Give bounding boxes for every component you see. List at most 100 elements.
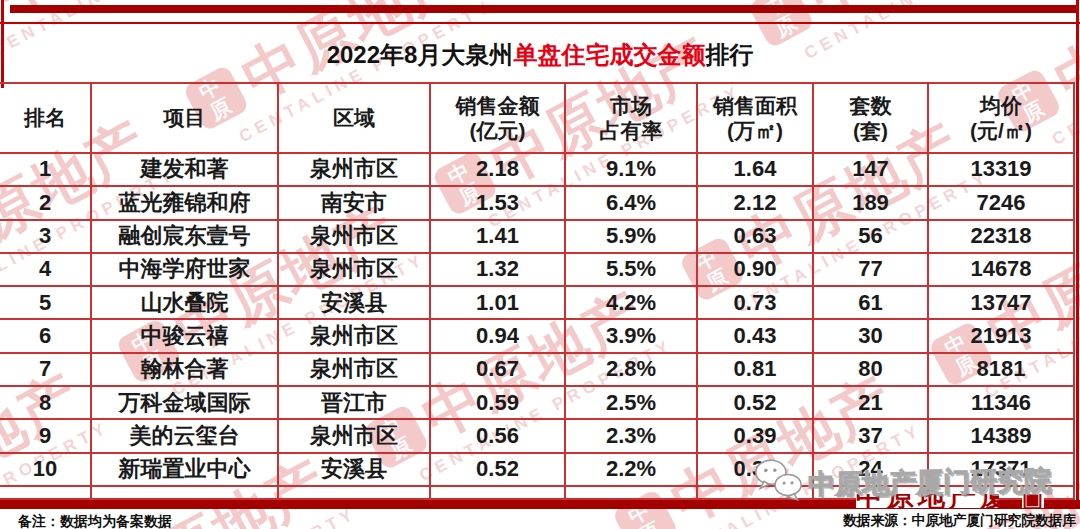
region-cell: 泉州市区 xyxy=(279,420,431,453)
rank-cell: 1 xyxy=(0,154,92,187)
title-highlight: 单盘住宅成交金额 xyxy=(513,41,705,68)
sales_amount-cell: 0.52 xyxy=(431,454,566,487)
sales_amount-cell: 0.56 xyxy=(431,420,566,453)
column-header-avg_price: 均价 (元/㎡) xyxy=(929,84,1075,154)
column-header-sales_area: 销售面积 (万㎡) xyxy=(698,84,814,154)
avg_price-cell: 7246 xyxy=(929,187,1075,220)
market_share-cell: 3.9% xyxy=(566,320,698,353)
avg_price-cell: 13747 xyxy=(929,287,1075,320)
region-cell: 晋江市 xyxy=(279,387,431,420)
sales_area-cell: 0.81 xyxy=(698,354,814,387)
market_share-cell: 2.8% xyxy=(566,354,698,387)
units-cell: 147 xyxy=(814,154,929,187)
project-cell: 翰林合著 xyxy=(92,354,279,387)
region-cell: 南安市 xyxy=(279,187,431,220)
avg_price-cell: 8181 xyxy=(929,354,1075,387)
market_share-cell: 2.3% xyxy=(566,420,698,453)
project-cell: 山水叠院 xyxy=(92,287,279,320)
units-cell: 21 xyxy=(814,387,929,420)
wechat-watermark: 中原地产厦门研究院 xyxy=(750,452,1052,503)
ranking-table: 排名项目区域销售金额 (亿元)市场 占有率销售面积 (万㎡)套数 (套)均价 (… xyxy=(0,82,1075,500)
rank-cell: 9 xyxy=(0,420,92,453)
project-cell: 融创宸东壹号 xyxy=(92,221,279,254)
project-cell: 建发和著 xyxy=(92,154,279,187)
project-cell: 中骏云禧 xyxy=(92,320,279,353)
sales_amount-cell: 1.01 xyxy=(431,287,566,320)
units-cell: 189 xyxy=(814,187,929,220)
top-red-bar xyxy=(10,5,1078,13)
sales_area-cell: 0.63 xyxy=(698,221,814,254)
units-cell: 77 xyxy=(814,254,929,287)
units-cell: 30 xyxy=(814,320,929,353)
empty-cell xyxy=(279,487,431,500)
sales_amount-cell: 1.41 xyxy=(431,221,566,254)
region-cell: 泉州市区 xyxy=(279,221,431,254)
rank-cell: 4 xyxy=(0,254,92,287)
market_share-cell: 9.1% xyxy=(566,154,698,187)
units-cell: 37 xyxy=(814,420,929,453)
units-cell: 56 xyxy=(814,221,929,254)
sales_area-cell: 0.39 xyxy=(698,420,814,453)
units-cell: 61 xyxy=(814,287,929,320)
units-cell: 80 xyxy=(814,354,929,387)
sales_amount-cell: 1.53 xyxy=(431,187,566,220)
sales_area-cell: 0.43 xyxy=(698,320,814,353)
column-header-sales_amount: 销售金额 (亿元) xyxy=(431,84,566,154)
region-cell: 安溪县 xyxy=(279,287,431,320)
sales_amount-cell: 0.94 xyxy=(431,320,566,353)
rank-cell: 3 xyxy=(0,221,92,254)
project-cell: 新瑞置业中心 xyxy=(92,454,279,487)
project-cell: 蓝光雍锦和府 xyxy=(92,187,279,220)
column-header-region: 区域 xyxy=(279,84,431,154)
sales_area-cell: 0.52 xyxy=(698,387,814,420)
avg_price-cell: 22318 xyxy=(929,221,1075,254)
project-cell: 美的云玺台 xyxy=(92,420,279,453)
rank-cell: 2 xyxy=(0,187,92,220)
region-cell: 泉州市区 xyxy=(279,320,431,353)
avg_price-cell: 11346 xyxy=(929,387,1075,420)
avg_price-cell: 13319 xyxy=(929,154,1075,187)
rank-cell: 8 xyxy=(0,387,92,420)
project-cell: 中海学府世家 xyxy=(92,254,279,287)
empty-cell xyxy=(0,487,92,500)
sales_area-cell: 0.90 xyxy=(698,254,814,287)
empty-cell xyxy=(431,487,566,500)
rank-cell: 5 xyxy=(0,287,92,320)
title-prefix: 2022年8月大泉州 xyxy=(327,41,514,68)
right-frame-line xyxy=(1076,0,1079,509)
avg_price-cell: 14389 xyxy=(929,420,1075,453)
rank-cell: 7 xyxy=(0,354,92,387)
column-header-project: 项目 xyxy=(92,84,279,154)
sales_area-cell: 0.73 xyxy=(698,287,814,320)
rank-cell: 6 xyxy=(0,320,92,353)
avg_price-cell: 21913 xyxy=(929,320,1075,353)
sales_amount-cell: 0.59 xyxy=(431,387,566,420)
wechat-watermark-label: 中原地产厦门研究院 xyxy=(808,462,1052,502)
column-header-rank: 排名 xyxy=(0,84,92,154)
sales_area-cell: 2.12 xyxy=(698,187,814,220)
sales_area-cell: 1.64 xyxy=(698,154,814,187)
wechat-icon xyxy=(750,457,807,502)
sales_amount-cell: 1.32 xyxy=(431,254,566,287)
market_share-cell: 6.4% xyxy=(566,187,698,220)
region-cell: 泉州市区 xyxy=(279,154,431,187)
empty-cell xyxy=(92,487,279,500)
footer-source: 数据来源：中原地产厦门研究院数据库 xyxy=(843,512,1076,529)
market_share-cell: 5.9% xyxy=(566,221,698,254)
avg_price-cell: 14678 xyxy=(929,254,1075,287)
report-page: 中原中原地产CENTALINE PROPERTY中原中原地产CENTALINE … xyxy=(0,0,1080,529)
title-suffix: 排行 xyxy=(705,41,753,68)
top-thin-line xyxy=(0,22,1080,24)
column-header-market_share: 市场 占有率 xyxy=(566,84,698,154)
empty-cell xyxy=(566,487,698,500)
sales_amount-cell: 2.18 xyxy=(431,154,566,187)
region-cell: 泉州市区 xyxy=(279,354,431,387)
page-title: 2022年8月大泉州单盘住宅成交金额排行 xyxy=(0,39,1080,71)
region-cell: 安溪县 xyxy=(279,454,431,487)
region-cell: 泉州市区 xyxy=(279,254,431,287)
sales_amount-cell: 0.67 xyxy=(431,354,566,387)
market_share-cell: 4.2% xyxy=(566,287,698,320)
market_share-cell: 2.2% xyxy=(566,454,698,487)
project-cell: 万科金域国际 xyxy=(92,387,279,420)
rank-cell: 10 xyxy=(0,454,92,487)
